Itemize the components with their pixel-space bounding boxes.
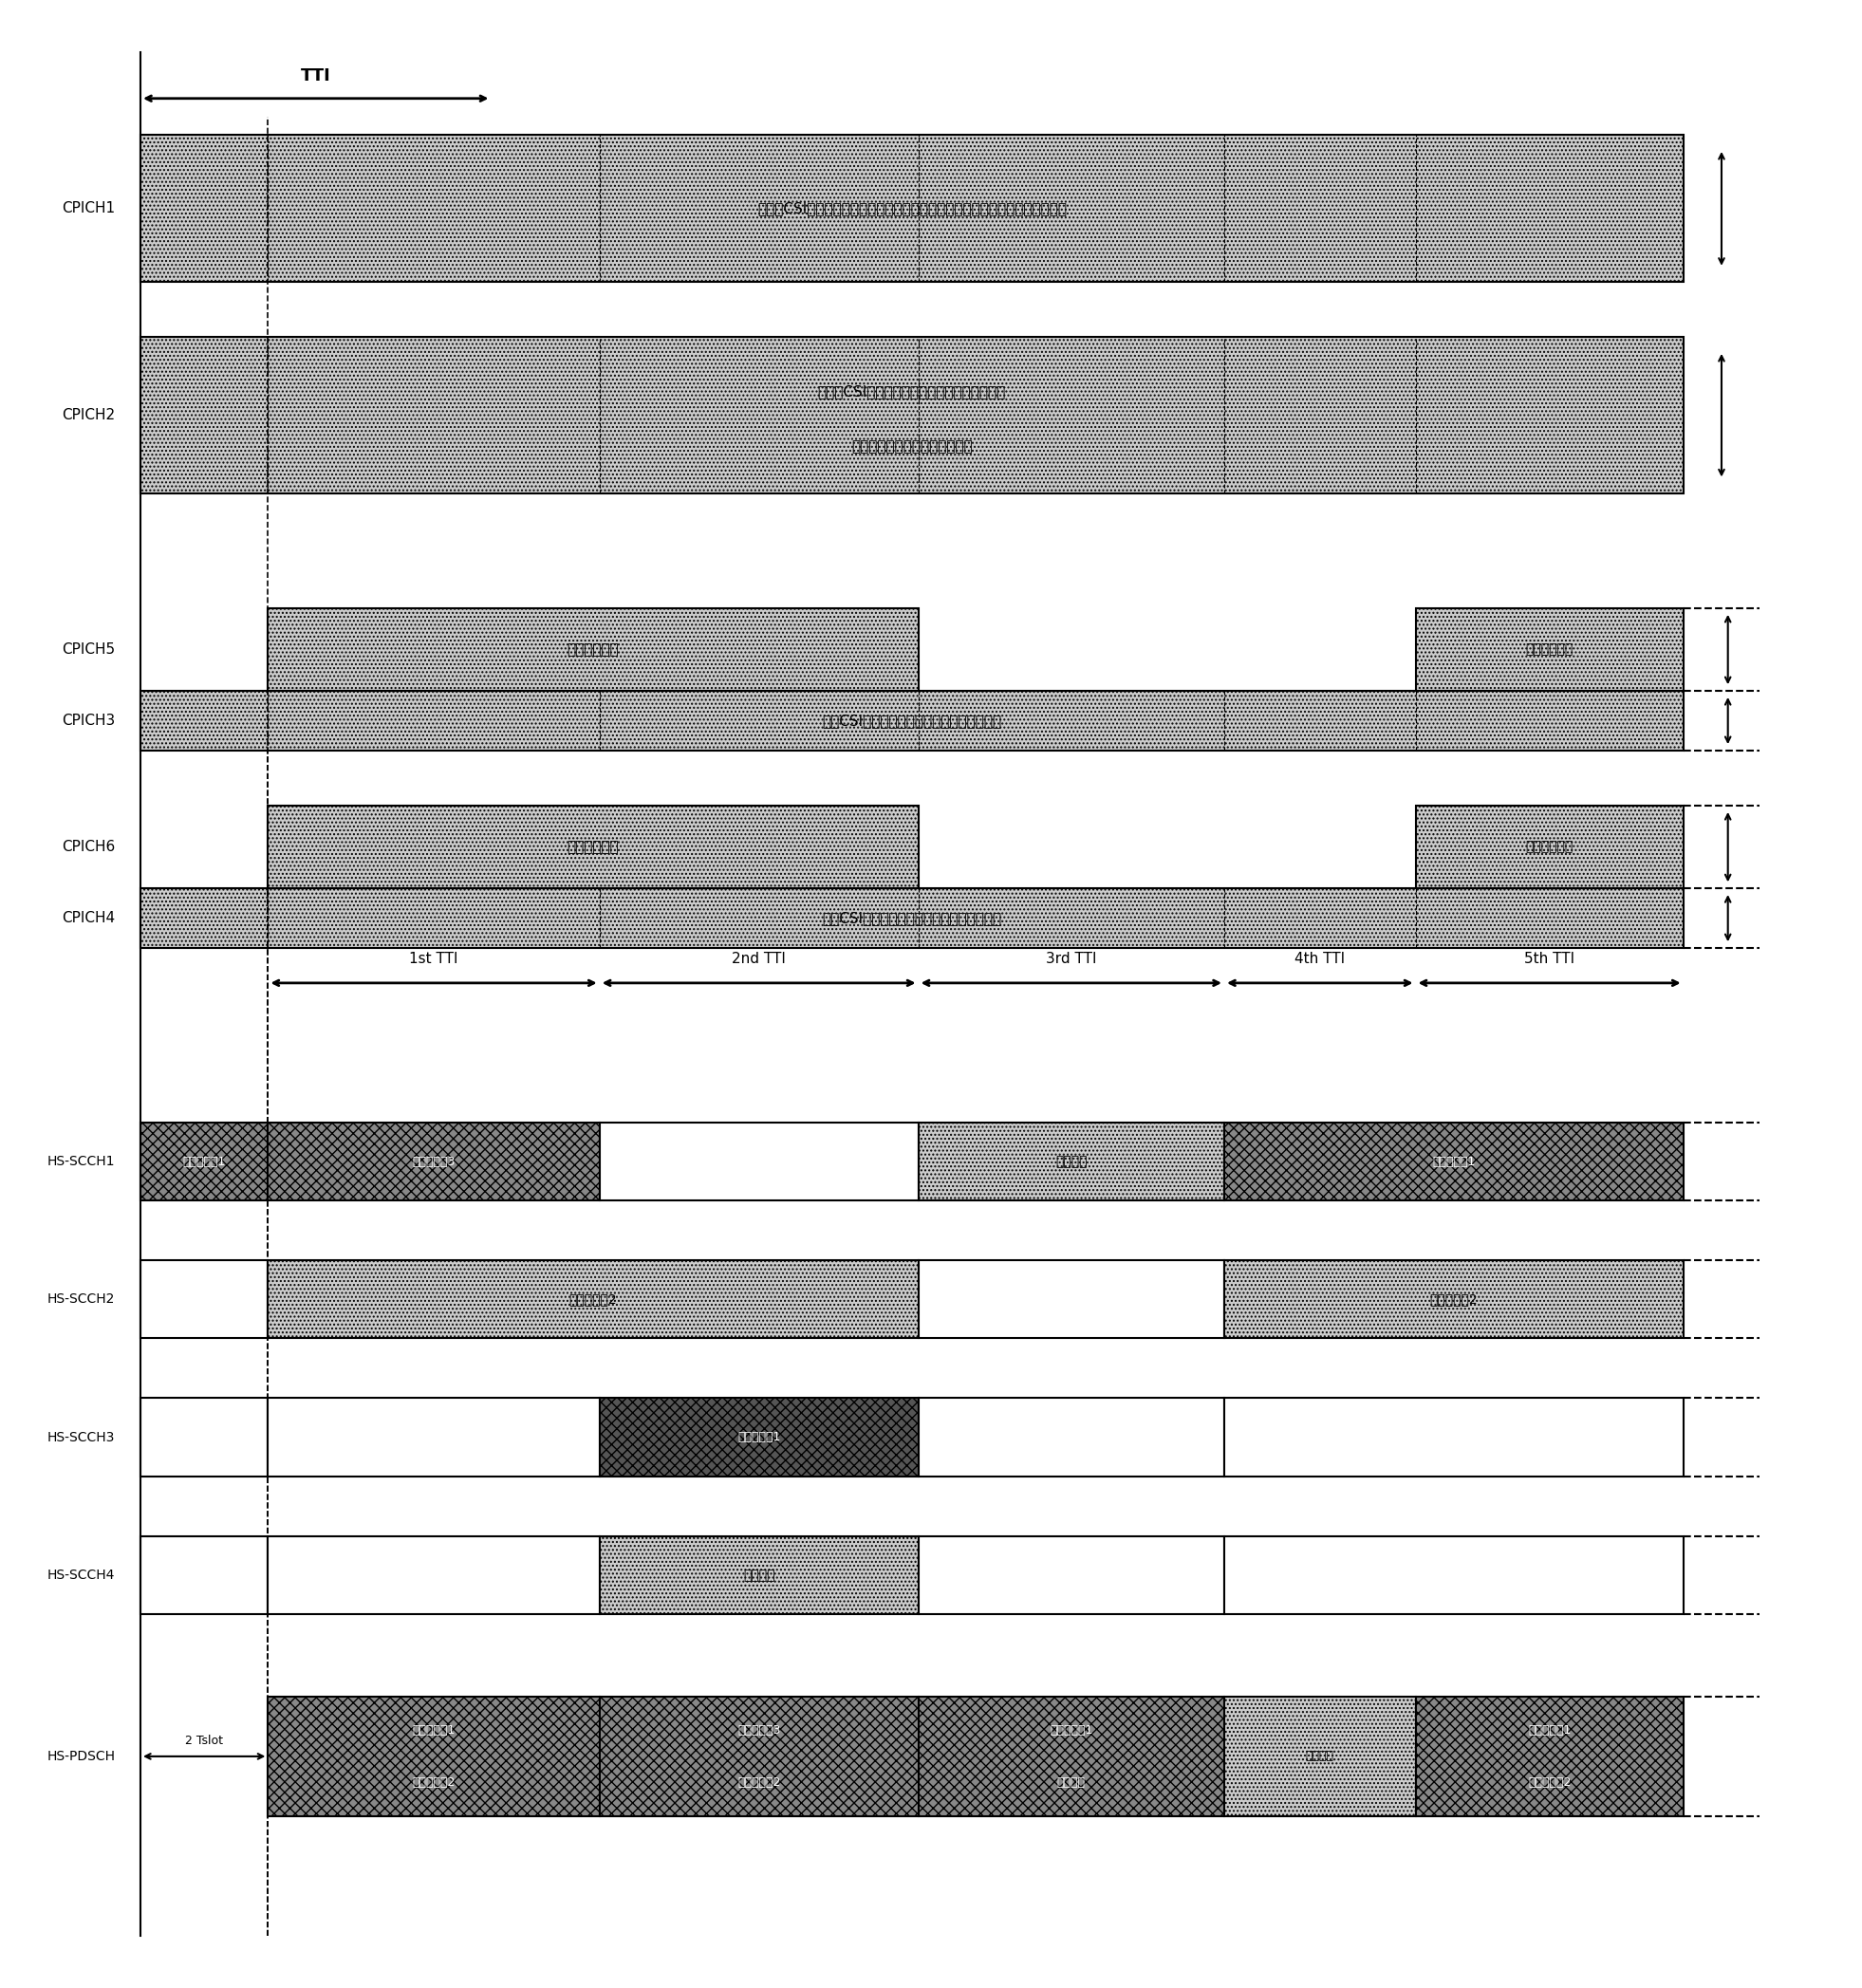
Text: 3rd TTI: 3rd TTI (1046, 952, 1097, 966)
Bar (1223, 1398, 1683, 1477)
Bar (268, 608, 918, 692)
Bar (140, 692, 1683, 751)
Bar (1223, 1123, 1683, 1201)
Bar (140, 338, 1683, 493)
Bar (140, 1537, 268, 1614)
Text: 传统终端: 传统终端 (1305, 1749, 1335, 1763)
Bar (268, 805, 918, 889)
Text: 传统终端: 传统终端 (1058, 1777, 1086, 1789)
Bar (268, 1398, 600, 1477)
Text: 第一类终端3: 第一类终端3 (412, 1155, 456, 1167)
Bar (140, 889, 1683, 948)
Bar (600, 1696, 918, 1817)
Bar (600, 1537, 918, 1614)
Text: HS-SCCH4: HS-SCCH4 (47, 1569, 115, 1582)
Text: 1st TTI: 1st TTI (410, 952, 458, 966)
Text: CPICH3: CPICH3 (61, 714, 115, 728)
Text: TTI: TTI (302, 68, 331, 85)
Bar (140, 135, 1683, 282)
Text: 既进行CSI估计又进行用于数据解调的信道估计: 既进行CSI估计又进行用于数据解调的信道估计 (817, 386, 1005, 400)
Text: 2 Tslot: 2 Tslot (184, 1736, 223, 1747)
Text: CPICH4: CPICH4 (61, 911, 115, 924)
Bar (918, 1537, 1223, 1614)
Text: 进行CSI估计所需的功率要求确定的发射功率: 进行CSI估计所需的功率要求确定的发射功率 (823, 714, 1002, 728)
Text: HS-PDSCH: HS-PDSCH (47, 1749, 115, 1763)
Text: 第一类终端2: 第一类终端2 (737, 1777, 780, 1789)
Text: 第　类终端1: 第 类终端1 (1529, 1724, 1572, 1736)
Bar (268, 1123, 600, 1201)
Text: 第一类终端1: 第一类终端1 (1050, 1724, 1093, 1736)
Text: 第　类终端1: 第 类终端1 (737, 1431, 780, 1443)
Text: 第　类终端1: 第 类终端1 (1432, 1155, 1475, 1167)
Text: 传统终端: 传统终端 (743, 1569, 775, 1582)
Text: 第一类终端2: 第一类终端2 (570, 1292, 616, 1306)
Bar (268, 1537, 600, 1614)
Text: 4th TTI: 4th TTI (1294, 952, 1344, 966)
Bar (918, 1260, 1223, 1338)
Text: 附加发射功率: 附加发射功率 (1525, 642, 1573, 656)
Text: 第一类终端2: 第一类终端2 (1430, 1292, 1478, 1306)
Bar (268, 1260, 918, 1338)
Text: 附加发射功率: 附加发射功率 (1525, 841, 1573, 853)
Text: CPICH1: CPICH1 (61, 201, 115, 217)
Bar (140, 1398, 268, 1477)
Bar (1415, 805, 1683, 889)
Text: 进行CSI估计所需的功率要求确定的发射功率: 进行CSI估计所需的功率要求确定的发射功率 (823, 911, 1002, 924)
Text: 第一类终端2: 第一类终端2 (412, 1777, 456, 1789)
Text: 附加发射功率: 附加发射功率 (568, 642, 618, 656)
Bar (1223, 1537, 1683, 1614)
Text: HS-SCCH3: HS-SCCH3 (47, 1431, 115, 1443)
Text: 既进行CSI估计又进行用于数据解调的信道估计所需的功率要求确定的发射功率: 既进行CSI估计又进行用于数据解调的信道估计所需的功率要求确定的发射功率 (758, 201, 1067, 217)
Text: CPICH6: CPICH6 (61, 839, 115, 855)
Text: 第　类终端1: 第 类终端1 (412, 1724, 456, 1736)
Text: 附加发射功率: 附加发射功率 (568, 839, 618, 855)
Bar (1223, 1696, 1415, 1817)
Bar (1415, 608, 1683, 692)
Bar (600, 1123, 918, 1201)
Text: 传统终端: 传统终端 (1056, 1155, 1087, 1169)
Text: 所需的功率要求确定的发射功率: 所需的功率要求确定的发射功率 (851, 439, 972, 453)
Bar (268, 1696, 600, 1817)
Bar (918, 1123, 1223, 1201)
Bar (1415, 1696, 1683, 1817)
Text: HS-SCCH1: HS-SCCH1 (47, 1155, 115, 1169)
Text: CPICH2: CPICH2 (61, 408, 115, 421)
Text: CPICH5: CPICH5 (61, 642, 115, 656)
Bar (1223, 1260, 1683, 1338)
Text: HS-SCCH2: HS-SCCH2 (47, 1292, 115, 1306)
Bar (918, 1696, 1223, 1817)
Text: 2nd TTI: 2nd TTI (732, 952, 786, 966)
Text: 第一类终端2: 第一类终端2 (1529, 1777, 1572, 1789)
Bar (140, 1123, 268, 1201)
Text: 第　类终端3: 第 类终端3 (737, 1724, 780, 1736)
Text: 第　类终端1: 第 类终端1 (182, 1155, 225, 1167)
Bar (140, 1260, 268, 1338)
Text: 5th TTI: 5th TTI (1525, 952, 1575, 966)
Bar (918, 1398, 1223, 1477)
Bar (600, 1398, 918, 1477)
